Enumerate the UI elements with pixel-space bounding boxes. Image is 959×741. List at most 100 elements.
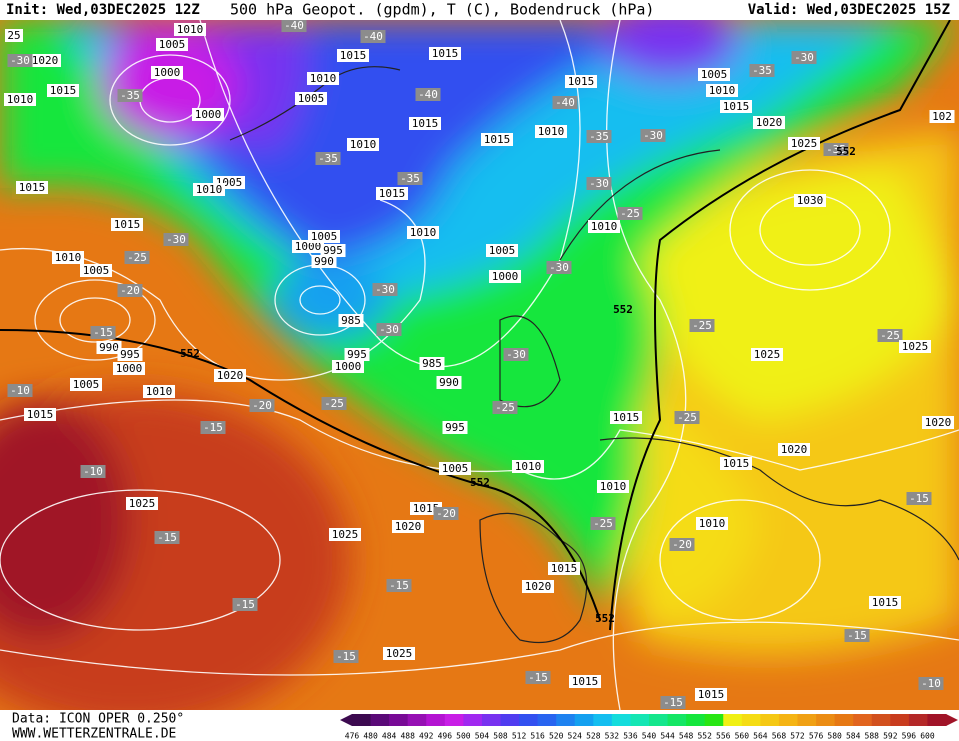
colorbar-label: 544 bbox=[660, 732, 675, 741]
label-box bbox=[329, 528, 361, 541]
pressure-label: 1005 bbox=[311, 230, 338, 243]
pressure-label: 1015 bbox=[613, 411, 640, 424]
pressure-label: 1015 bbox=[50, 84, 77, 97]
label-box bbox=[929, 110, 955, 123]
colorbar-label: 600 bbox=[920, 732, 935, 741]
header-bar bbox=[0, 0, 959, 20]
pressure-label: 1010 bbox=[699, 517, 726, 530]
colorbar-label: 512 bbox=[512, 732, 527, 741]
colorbar-swatch bbox=[389, 714, 409, 726]
pressure-label: 995 bbox=[323, 244, 343, 257]
pressure-label: 1005 bbox=[298, 92, 325, 105]
colorbar-swatch bbox=[630, 714, 650, 726]
label-box bbox=[906, 492, 932, 505]
label-box bbox=[610, 411, 642, 424]
temperature-label: -15 bbox=[847, 629, 867, 642]
colorbar-label: 560 bbox=[735, 732, 750, 741]
temperature-label: -25 bbox=[692, 319, 712, 332]
label-box bbox=[52, 251, 84, 264]
colorbar-swatch bbox=[686, 714, 706, 726]
label-box bbox=[674, 411, 700, 424]
temperature-label: -15 bbox=[336, 650, 356, 663]
label-box bbox=[503, 348, 529, 361]
temperature-label: -15 bbox=[157, 531, 177, 544]
colorbar-label: 548 bbox=[679, 732, 694, 741]
temperature-label: -25 bbox=[593, 517, 613, 530]
label-box bbox=[877, 329, 903, 342]
colorbar-label: 588 bbox=[865, 732, 880, 741]
pressure-label: 1015 bbox=[872, 596, 899, 609]
colorbar-label: 540 bbox=[642, 732, 657, 741]
pressure-label: 1010 bbox=[709, 84, 736, 97]
label-box bbox=[70, 378, 102, 391]
label-box bbox=[689, 319, 715, 332]
pressure-label: 1010 bbox=[515, 460, 542, 473]
pressure-label: 1010 bbox=[177, 23, 204, 36]
pressure-label: 1020 bbox=[925, 416, 952, 429]
colorbar-swatch bbox=[890, 714, 910, 726]
label-box bbox=[586, 177, 612, 190]
pressure-label: 990 bbox=[314, 255, 334, 268]
temperature-label: -15 bbox=[663, 696, 683, 709]
label-box bbox=[117, 284, 143, 297]
label-box bbox=[791, 51, 817, 64]
colorbar-label: 576 bbox=[809, 732, 824, 741]
colorbar-swatch bbox=[500, 714, 520, 726]
label-box bbox=[360, 30, 386, 43]
label-box bbox=[337, 49, 369, 62]
colorbar-swatch bbox=[556, 714, 576, 726]
colorbar-arrow-right bbox=[946, 714, 958, 726]
label-box bbox=[174, 23, 206, 36]
colorbar-label: 496 bbox=[438, 732, 453, 741]
temperature-label: -20 bbox=[436, 507, 456, 520]
label-box bbox=[315, 152, 341, 165]
label-box bbox=[295, 92, 327, 105]
label-box bbox=[439, 462, 471, 475]
temperature-label: -25 bbox=[880, 329, 900, 342]
colorbar-label: 476 bbox=[345, 732, 360, 741]
pressure-label: 1015 bbox=[551, 562, 578, 575]
pressure-label: 1025 bbox=[129, 497, 156, 510]
label-box bbox=[522, 580, 554, 593]
pressure-label: 25 bbox=[7, 29, 20, 42]
colorbar-label: 500 bbox=[456, 732, 471, 741]
label-box bbox=[492, 401, 518, 414]
temperature-label: -25 bbox=[127, 251, 147, 264]
pressure-label: 1005 bbox=[489, 244, 516, 257]
label-box bbox=[332, 360, 364, 373]
temperature-label: -25 bbox=[495, 401, 515, 414]
label-box bbox=[90, 326, 116, 339]
temperature-label: -30 bbox=[549, 261, 569, 274]
label-box bbox=[5, 29, 23, 42]
label-box bbox=[481, 133, 513, 146]
colorbar-swatch bbox=[537, 714, 557, 726]
pressure-label: 1015 bbox=[340, 49, 367, 62]
valid-time: Valid: Wed,03DEC2025 15Z bbox=[748, 2, 950, 18]
temperature-label: -15 bbox=[93, 326, 113, 339]
label-box bbox=[409, 117, 441, 130]
pressure-label: 1025 bbox=[754, 348, 781, 361]
colorbar-label: 484 bbox=[382, 732, 397, 741]
temperature-label: -10 bbox=[83, 465, 103, 478]
label-box bbox=[720, 100, 752, 113]
label-box bbox=[320, 244, 346, 257]
colorbar-label: 528 bbox=[586, 732, 601, 741]
colorbar-label: 516 bbox=[530, 732, 545, 741]
colorbar-label: 536 bbox=[623, 732, 638, 741]
colorbar-swatch bbox=[611, 714, 631, 726]
pressure-label: 1020 bbox=[525, 580, 552, 593]
pressure-label: 1005 bbox=[83, 264, 110, 277]
label-box bbox=[392, 520, 424, 533]
colorbar-swatch bbox=[853, 714, 873, 726]
label-box bbox=[232, 598, 258, 611]
pressure-label: 1010 bbox=[538, 125, 565, 138]
label-box bbox=[407, 226, 439, 239]
temperature-label: -15 bbox=[528, 671, 548, 684]
label-box bbox=[597, 480, 629, 493]
label-box bbox=[419, 357, 445, 370]
temperature-label: -30 bbox=[506, 348, 526, 361]
pressure-label: 1000 bbox=[195, 108, 222, 121]
label-box bbox=[640, 129, 666, 142]
pressure-label: 1005 bbox=[442, 462, 469, 475]
label-box bbox=[436, 376, 462, 389]
